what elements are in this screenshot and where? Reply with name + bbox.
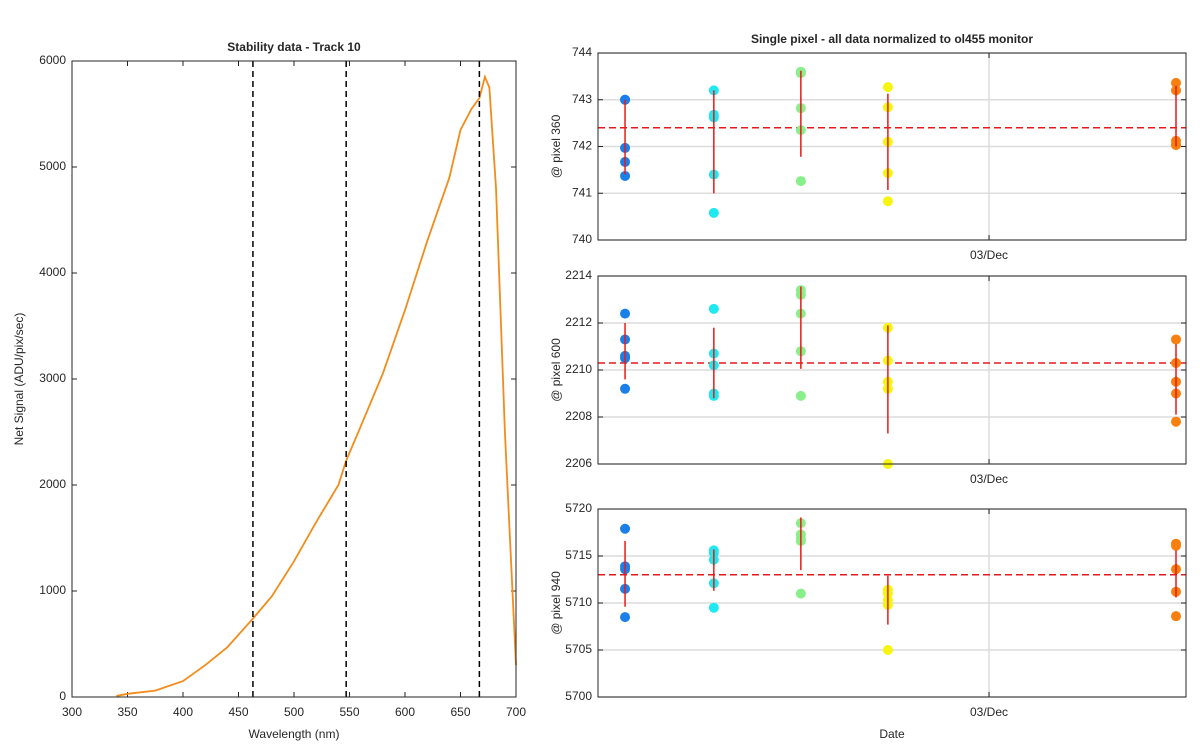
- y-tick-label: 6000: [39, 53, 66, 67]
- x-tick-label: 400: [173, 705, 193, 719]
- y-tick-label: 2212: [565, 315, 592, 329]
- signal-line: [116, 74, 517, 697]
- point: [1171, 77, 1182, 88]
- y-axis-label: @ pixel 940: [549, 571, 563, 635]
- x-tick-label: 450: [228, 705, 248, 719]
- x-axis-label: Date: [879, 727, 905, 741]
- y-axis-label: Net Signal (ADU/pix/sec): [12, 313, 26, 446]
- axes-frame: [597, 275, 1187, 465]
- x-tick-label: 550: [339, 705, 359, 719]
- y-tick-label: 1000: [39, 583, 66, 597]
- point: [882, 645, 893, 655]
- y-tick-label: 3000: [39, 371, 66, 385]
- x-tick-label: 03/Dec: [970, 705, 1008, 719]
- x-tick-label: 650: [450, 705, 470, 719]
- y-tick-label: 742: [572, 139, 592, 153]
- point: [1171, 611, 1182, 622]
- y-tick-label: 5000: [39, 159, 66, 173]
- point: [882, 196, 893, 207]
- point: [708, 602, 719, 613]
- y-tick-label: 2214: [565, 268, 592, 282]
- chart-title: Stability data - Track 10: [227, 40, 361, 54]
- x-tick-label: 300: [62, 705, 82, 719]
- y-tick-label: 4000: [39, 265, 66, 279]
- plot-area: [72, 61, 516, 697]
- y-tick-label: 2000: [39, 477, 66, 491]
- x-axis-label: Wavelength (nm): [249, 727, 340, 741]
- point: [620, 523, 631, 534]
- point: [1171, 334, 1182, 345]
- point: [882, 82, 893, 93]
- y-axis-label: @ pixel 600: [549, 338, 563, 402]
- axes-frame: [71, 60, 517, 698]
- axes-frame: [597, 52, 1187, 241]
- y-tick-label: 5700: [565, 689, 592, 703]
- point: [708, 303, 719, 314]
- y-tick-label: 5715: [565, 548, 592, 562]
- x-tick-label: 600: [395, 705, 415, 719]
- x-tick-label: 03/Dec: [970, 248, 1008, 262]
- axes-frame: [597, 508, 1187, 698]
- y-tick-label: 5720: [565, 501, 592, 515]
- point: [1171, 416, 1182, 427]
- point: [795, 176, 806, 187]
- x-tick-label: 500: [284, 705, 304, 719]
- chart-title: Single pixel - all data normalized to ol…: [751, 32, 1033, 46]
- y-tick-label: 2210: [565, 362, 592, 376]
- point: [795, 390, 806, 401]
- point: [620, 612, 631, 623]
- y-tick-label: 740: [572, 232, 592, 246]
- point: [620, 383, 631, 394]
- point: [708, 207, 719, 218]
- y-tick-label: 744: [572, 45, 592, 59]
- point: [795, 588, 806, 599]
- y-tick-label: 743: [572, 92, 592, 106]
- point: [620, 308, 631, 319]
- y-tick-label: 5710: [565, 595, 592, 609]
- y-tick-label: 2206: [565, 456, 592, 470]
- y-tick-label: 741: [572, 185, 592, 199]
- y-tick-label: 2208: [565, 409, 592, 423]
- x-tick-label: 700: [506, 705, 526, 719]
- point: [620, 170, 631, 181]
- y-tick-label: 0: [59, 689, 66, 703]
- x-tick-label: 350: [117, 705, 137, 719]
- x-tick-label: 03/Dec: [970, 472, 1008, 486]
- y-tick-label: 5705: [565, 642, 592, 656]
- y-axis-label: @ pixel 360: [549, 114, 563, 178]
- point: [1171, 540, 1182, 551]
